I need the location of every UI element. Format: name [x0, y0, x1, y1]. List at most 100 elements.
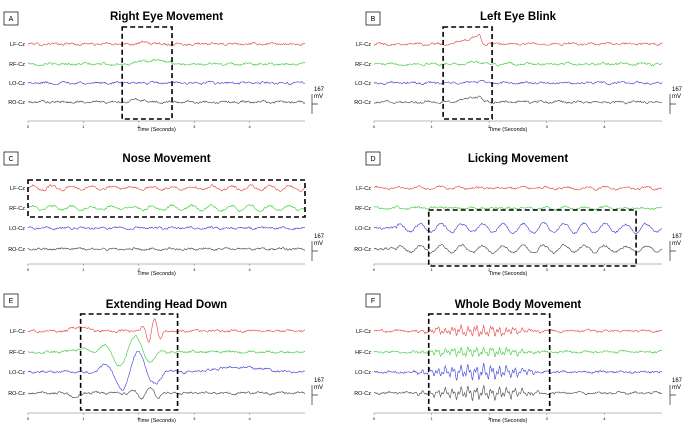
channel-label: LF-Cz	[356, 329, 371, 335]
x-tick-label: 0	[373, 416, 376, 421]
highlight-box	[121, 26, 173, 120]
x-tick-label: 2	[488, 267, 491, 272]
x-tick-label: 4	[603, 267, 606, 272]
panel-letter: F	[371, 298, 375, 305]
panel-a: A Right Eye Movement LF-Cz RF-Cz LO-Cz RO-Cz 0…	[3, 11, 325, 133]
scale-bar-value: 167	[672, 87, 683, 93]
trace-lf-cz	[374, 185, 663, 191]
trace-ro-cz	[27, 386, 306, 400]
trace-ro-cz	[373, 243, 663, 255]
x-tick-label: 3	[546, 416, 549, 421]
highlight-box	[427, 209, 637, 267]
scale-bar-unit: mV	[672, 241, 681, 247]
panel-letter-box	[365, 293, 381, 308]
scale-bar-unit: mV	[672, 94, 681, 100]
x-tick-label: 1	[430, 267, 433, 272]
scale-bar-unit: mV	[314, 385, 323, 391]
trace-ro-cz	[27, 97, 306, 105]
x-tick-label: 4	[603, 124, 606, 129]
x-tick-label: 0	[27, 267, 30, 272]
channel-label: RO-Cz	[8, 391, 25, 397]
x-tick-label: 4	[248, 416, 251, 421]
x-tick-label: 2	[488, 416, 491, 421]
trace-lo-cz	[373, 221, 663, 235]
panel-letter: B	[371, 16, 376, 23]
x-tick-label: 0	[373, 124, 376, 129]
panel-c: C Nose Movement LF-Cz RF-Cz LO-Cz RO-Cz 0 1 2 3 4 T…	[3, 151, 325, 277]
panel-letter-box	[3, 151, 19, 166]
panel-letter-box	[365, 151, 381, 166]
channel-label: RF-Cz	[9, 206, 25, 212]
channel-label: LO-Cz	[355, 226, 371, 232]
x-tick-label: 4	[248, 124, 251, 129]
x-tick-label: 1	[82, 124, 85, 129]
x-tick-label: 3	[546, 124, 549, 129]
scale-bar-value: 167	[314, 87, 325, 93]
panel-letter-box	[3, 11, 19, 26]
scale-bar-unit: mV	[314, 94, 323, 100]
panel-letter: E	[9, 298, 14, 305]
x-axis-title: Time (Seconds)	[137, 271, 176, 277]
trace-lf-cz	[27, 40, 306, 47]
highlight-box	[442, 26, 493, 120]
trace-lf-cz	[27, 318, 306, 343]
channel-label: LF-Cz	[10, 42, 25, 48]
x-tick-label: 2	[138, 267, 141, 272]
panel-letter: C	[8, 156, 13, 163]
trace-lf-cz	[27, 183, 306, 192]
panel-title: Right Eye Movement	[110, 11, 223, 23]
panel-d: D Licking Movement LF-Cz RF-Cz LO-Cz RO-Cz 0 1 2…	[354, 151, 683, 277]
panel-f: F Whole Body Movement LF-Cz HF-Cz LO-Cz RO-Cz…	[354, 293, 683, 424]
channel-label: RF-Cz	[9, 62, 25, 68]
trace-ro-cz	[27, 246, 306, 252]
scale-bar-value: 167	[314, 234, 325, 240]
scale-bar-unit: mV	[672, 385, 681, 391]
x-tick-label: 3	[193, 416, 196, 421]
panel-letter-box	[3, 293, 19, 308]
panel-title: Whole Body Movement	[455, 299, 582, 311]
panel-e: E Extending Head Down LF-Cz RF-Cz LO-Cz RO-Cz…	[3, 293, 325, 424]
panel-title: Extending Head Down	[106, 299, 227, 311]
x-tick-label: 3	[193, 124, 196, 129]
channel-label: LO-Cz	[355, 370, 371, 376]
x-axis-title: Time (Seconds)	[489, 271, 528, 277]
scale-bar-value: 167	[314, 378, 325, 384]
scale-bar-value: 167	[672, 378, 683, 384]
x-tick-label: 1	[430, 416, 433, 421]
x-axis-title: Time (Seconds)	[137, 127, 176, 133]
channel-label: LO-Cz	[9, 370, 25, 376]
trace-rf-cz	[27, 203, 306, 213]
channel-label: RO-Cz	[354, 100, 371, 106]
x-tick-label: 2	[138, 416, 141, 421]
scale-bar-unit: mV	[314, 241, 323, 247]
x-axis-title: Time (Seconds)	[137, 418, 176, 424]
trace-lo-cz	[27, 80, 305, 86]
channel-label: LO-Cz	[9, 226, 25, 232]
trace-lo-cz	[373, 79, 663, 86]
x-axis-title: Time (Seconds)	[489, 418, 528, 424]
scale-bar-value: 167	[672, 234, 683, 240]
trace-lo-cz	[27, 225, 306, 231]
channel-label: HF-Cz	[355, 350, 371, 356]
channel-label: LF-Cz	[356, 186, 371, 192]
x-tick-label: 1	[82, 416, 85, 421]
x-tick-label: 0	[373, 267, 376, 272]
highlight-box	[427, 313, 551, 411]
panel-title: Licking Movement	[468, 153, 568, 165]
x-tick-label: 0	[27, 416, 30, 421]
highlight-box	[27, 179, 306, 218]
x-tick-label: 1	[430, 124, 433, 129]
trace-lo-cz	[374, 362, 663, 381]
panel-letter: A	[9, 16, 14, 23]
x-tick-label: 3	[546, 267, 549, 272]
x-tick-label: 2	[488, 124, 491, 129]
x-tick-label: 4	[603, 416, 606, 421]
highlight-box	[79, 313, 179, 411]
x-tick-label: 1	[82, 267, 85, 272]
trace-rf-cz	[27, 58, 306, 67]
x-axis-title: Time (Seconds)	[489, 127, 528, 133]
channel-label: LF-Cz	[10, 186, 25, 192]
panel-b: B Left Eye Blink LF-Cz RF-Cz LO-Cz RO-Cz 0 1 2 3 4…	[354, 11, 682, 133]
panel-title: Left Eye Blink	[480, 11, 557, 23]
